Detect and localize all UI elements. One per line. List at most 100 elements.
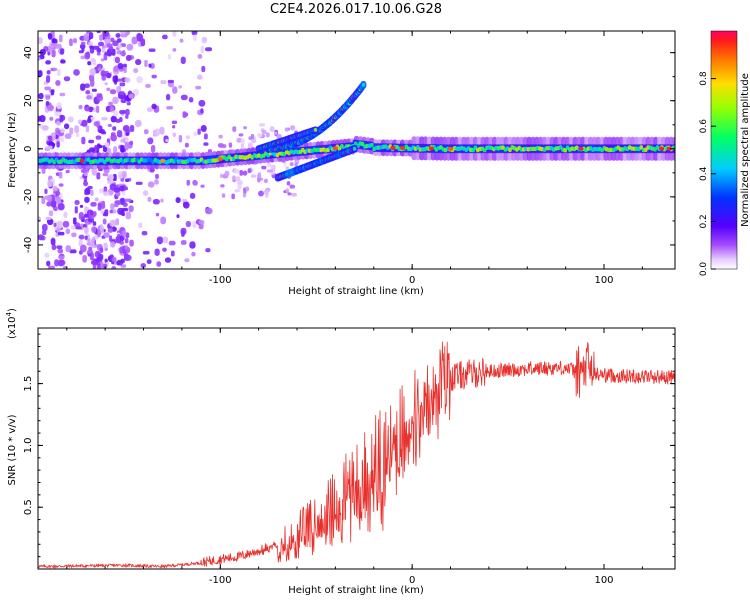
noise-cell xyxy=(257,177,261,183)
noise-cell xyxy=(180,240,187,245)
noise-cell xyxy=(54,196,62,205)
noise-cell xyxy=(124,136,129,143)
noise-cell xyxy=(85,125,90,133)
noise-cell xyxy=(125,211,132,220)
noise-cell xyxy=(250,174,257,178)
noise-cell xyxy=(101,117,108,121)
noise-cell xyxy=(166,106,173,110)
colorbar-tick-label: 0.6 xyxy=(699,119,709,134)
noise-cell xyxy=(89,68,96,76)
noise-cell xyxy=(81,136,86,145)
noise-cell xyxy=(167,79,174,84)
spectrogram-xlabel: Height of straight line (km) xyxy=(288,286,424,297)
noise-cell xyxy=(73,69,80,76)
noise-cell xyxy=(192,34,197,41)
noise-cell xyxy=(200,184,205,188)
noise-cell xyxy=(104,82,108,86)
noise-cell xyxy=(151,103,157,110)
noise-cell xyxy=(104,51,110,56)
noise-cell xyxy=(123,63,128,68)
noise-cell xyxy=(104,209,109,217)
noise-cell xyxy=(87,253,92,257)
noise-cell xyxy=(119,82,126,87)
noise-cell xyxy=(176,214,180,219)
noise-cell xyxy=(141,231,148,236)
noise-cell xyxy=(110,115,117,123)
noise-cell xyxy=(80,55,86,60)
noise-cell xyxy=(60,128,66,134)
snr-ylabel: SNR (10 * v/v) xyxy=(7,414,18,485)
noise-cell xyxy=(146,259,152,265)
noise-cell xyxy=(112,126,117,131)
carrier-hotspot xyxy=(578,146,584,151)
x-tick-label: 0 xyxy=(409,275,415,286)
noise-cell xyxy=(115,33,121,38)
spectrogram-marks xyxy=(38,31,675,269)
noise-cell xyxy=(38,234,44,241)
noise-cell xyxy=(113,146,118,155)
noise-cell xyxy=(56,245,63,249)
noise-cell xyxy=(119,116,123,123)
noise-cell xyxy=(114,200,122,205)
noise-cell xyxy=(84,235,88,240)
noise-cell xyxy=(108,101,113,106)
figure-title: C2E4.2026.017.10.06.G28 xyxy=(270,2,442,17)
noise-cell xyxy=(152,198,160,205)
noise-cell xyxy=(192,180,198,186)
noise-cell xyxy=(88,32,94,40)
noise-cell xyxy=(51,200,57,208)
noise-cell xyxy=(239,169,243,176)
noise-cell xyxy=(180,94,188,101)
y-tick-label: -20 xyxy=(23,189,34,205)
noise-cell xyxy=(266,169,273,173)
noise-cell xyxy=(231,193,235,200)
noise-cell xyxy=(112,173,117,182)
noise-cell xyxy=(44,86,51,91)
noise-cell xyxy=(45,95,51,100)
noise-cell xyxy=(160,80,167,84)
carrier-hotspot xyxy=(428,146,434,151)
noise-cell xyxy=(75,133,80,138)
noise-cell xyxy=(172,132,177,138)
noise-cell xyxy=(63,76,71,82)
noise-cell xyxy=(44,252,50,258)
noise-cell xyxy=(245,186,250,192)
noise-cell xyxy=(197,54,203,59)
noise-cell xyxy=(200,45,204,54)
noise-cell xyxy=(38,92,44,100)
noise-cell xyxy=(59,136,65,142)
noise-cell xyxy=(94,144,99,149)
noise-cell xyxy=(52,185,58,192)
noise-cell xyxy=(106,43,113,48)
noise-cell xyxy=(73,38,77,44)
noise-cell xyxy=(154,248,160,256)
noise-cell xyxy=(50,43,58,47)
noise-cell xyxy=(102,191,110,196)
noise-cell xyxy=(53,222,57,228)
noise-cell xyxy=(84,83,90,89)
noise-cell xyxy=(117,44,122,49)
noise-cell xyxy=(124,245,128,250)
noise-cell xyxy=(129,140,134,145)
noise-cell xyxy=(92,264,97,269)
noise-cell xyxy=(96,31,101,34)
noise-cell xyxy=(136,76,144,84)
noise-cell xyxy=(63,211,68,219)
colorbar-tick-label: 0.2 xyxy=(699,214,709,228)
spectrogram-panel: -100 0 100 -40 -20 0 20 40 Height of straight l… xyxy=(7,30,676,297)
noise-cell xyxy=(57,202,65,211)
y-tick-label: 40 xyxy=(23,46,34,59)
y-tick-label: 1.5 xyxy=(23,376,34,392)
noise-cell xyxy=(58,255,65,260)
noise-cell xyxy=(81,41,86,46)
noise-cell xyxy=(87,238,91,243)
noise-cell xyxy=(133,88,139,96)
noise-cell xyxy=(90,259,97,266)
noise-cell xyxy=(198,99,206,107)
noise-cell xyxy=(263,178,269,184)
noise-cell xyxy=(86,118,92,124)
carrier-hotspot xyxy=(390,145,396,150)
noise-cell xyxy=(121,171,127,179)
noise-cell xyxy=(41,229,47,236)
noise-cell xyxy=(154,128,160,137)
